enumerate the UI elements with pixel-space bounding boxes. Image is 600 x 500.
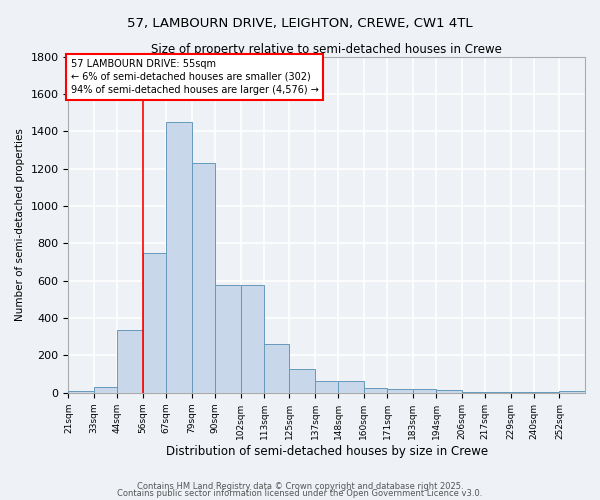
Bar [215,284,241,393]
Bar [559,392,585,393]
Bar [68,390,94,393]
Bar [117,330,143,393]
Bar [413,390,436,393]
Bar [338,382,364,393]
Text: 57, LAMBOURN DRIVE, LEIGHTON, CREWE, CW1 4TL: 57, LAMBOURN DRIVE, LEIGHTON, CREWE, CW1… [127,18,473,30]
Bar [264,344,289,393]
Text: Contains HM Land Registry data © Crown copyright and database right 2025.: Contains HM Land Registry data © Crown c… [137,482,463,491]
Bar [94,387,117,393]
Bar [143,253,166,393]
Bar [485,392,511,393]
Bar [166,122,192,393]
Bar [387,388,413,393]
Text: Contains public sector information licensed under the Open Government Licence v3: Contains public sector information licen… [118,490,482,498]
Bar [315,382,338,393]
Bar [436,390,461,393]
Bar [461,392,485,393]
Y-axis label: Number of semi-detached properties: Number of semi-detached properties [15,128,25,321]
Bar [241,284,264,393]
Bar [364,388,387,393]
Text: 57 LAMBOURN DRIVE: 55sqm
← 6% of semi-detached houses are smaller (302)
94% of s: 57 LAMBOURN DRIVE: 55sqm ← 6% of semi-de… [71,58,319,95]
Bar [289,368,315,393]
Title: Size of property relative to semi-detached houses in Crewe: Size of property relative to semi-detach… [151,42,502,56]
Bar [192,163,215,393]
X-axis label: Distribution of semi-detached houses by size in Crewe: Distribution of semi-detached houses by … [166,444,488,458]
